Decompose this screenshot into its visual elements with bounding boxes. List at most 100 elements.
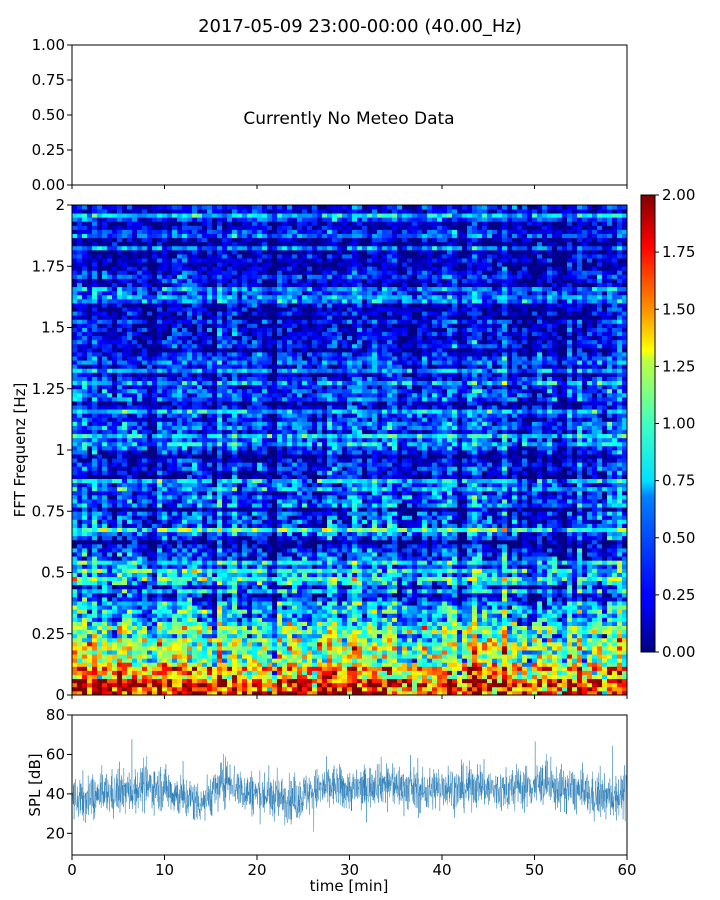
heatmap-cell bbox=[517, 605, 523, 610]
heatmap-cell bbox=[147, 556, 153, 561]
heatmap-cell bbox=[122, 580, 128, 586]
heatmap-cell bbox=[497, 621, 503, 626]
heatmap-cell bbox=[302, 654, 308, 659]
heatmap-cell bbox=[102, 629, 108, 635]
heatmap-cell bbox=[297, 560, 303, 565]
heatmap-cell bbox=[597, 654, 603, 659]
heatmap-cell bbox=[372, 646, 378, 651]
heatmap-cell bbox=[517, 539, 523, 545]
heatmap-cell bbox=[137, 560, 143, 565]
heatmap-cell bbox=[457, 625, 463, 631]
heatmap-cell bbox=[392, 641, 398, 647]
heatmap-cell bbox=[582, 592, 588, 598]
heatmap-cell bbox=[462, 511, 468, 516]
heatmap-cell bbox=[482, 646, 488, 651]
heatmap-cell bbox=[397, 560, 403, 565]
heatmap-cell bbox=[362, 609, 368, 614]
heatmap-cell bbox=[392, 617, 398, 622]
heatmap-cell bbox=[287, 641, 293, 647]
heatmap-cell bbox=[182, 568, 188, 573]
heatmap-cell bbox=[622, 641, 628, 647]
heatmap-cell bbox=[82, 552, 88, 557]
heatmap-cell bbox=[127, 597, 133, 602]
heatmap-cell bbox=[362, 580, 368, 586]
heatmap-cell bbox=[497, 543, 503, 549]
heatmap-cell bbox=[507, 613, 513, 618]
heatmap-cell bbox=[132, 678, 138, 684]
heatmap-cell bbox=[412, 511, 418, 516]
heatmap-cell bbox=[182, 621, 188, 626]
heatmap-cell bbox=[237, 597, 243, 602]
heatmap-cell bbox=[227, 515, 233, 520]
heatmap-cell bbox=[117, 682, 123, 688]
heatmap-cell bbox=[512, 552, 518, 557]
heatmap-cell bbox=[347, 519, 353, 524]
heatmap-cell bbox=[387, 519, 393, 524]
heatmap-cell bbox=[562, 658, 568, 663]
heatmap-cell bbox=[577, 654, 583, 659]
heatmap-cell bbox=[267, 515, 273, 520]
heatmap-cell bbox=[302, 511, 308, 516]
heatmap-cell bbox=[182, 650, 188, 655]
heatmap-cell bbox=[542, 576, 548, 582]
heatmap-cell bbox=[177, 523, 183, 528]
heatmap-cell bbox=[332, 609, 338, 614]
heatmap-cell bbox=[107, 523, 113, 528]
heatmap-cell bbox=[457, 519, 463, 524]
heatmap-cell bbox=[197, 617, 203, 622]
heatmap-cell bbox=[177, 584, 183, 590]
heatmap-cell bbox=[407, 613, 413, 618]
heatmap-cell bbox=[102, 666, 108, 671]
heatmap-cell bbox=[142, 511, 148, 516]
heatmap-cell bbox=[92, 601, 98, 606]
heatmap-cell bbox=[77, 539, 83, 545]
heatmap-cell bbox=[382, 641, 388, 647]
heatmap-cell bbox=[102, 613, 108, 618]
heatmap-cell bbox=[247, 548, 253, 553]
heatmap-cell bbox=[82, 654, 88, 659]
heatmap-cell bbox=[567, 523, 573, 528]
heatmap-cell bbox=[197, 543, 203, 549]
heatmap-cell bbox=[417, 543, 423, 549]
heatmap-cell bbox=[227, 650, 233, 655]
heatmap-cell bbox=[357, 646, 363, 651]
heatmap-cell bbox=[92, 641, 98, 647]
heatmap-cell bbox=[402, 621, 408, 626]
heatmap-cell bbox=[182, 617, 188, 622]
heatmap-cell bbox=[177, 650, 183, 655]
heatmap-cell bbox=[142, 560, 148, 565]
heatmap-cell bbox=[272, 592, 278, 598]
heatmap-cell bbox=[222, 601, 228, 606]
heatmap-cell bbox=[432, 686, 438, 692]
heatmap-cell bbox=[602, 641, 608, 647]
heatmap-cell bbox=[232, 584, 238, 590]
heatmap-cell bbox=[172, 666, 178, 671]
heatmap-cell bbox=[577, 539, 583, 545]
heatmap-cell bbox=[132, 613, 138, 618]
heatmap-cell bbox=[127, 572, 133, 577]
heatmap-cell bbox=[317, 641, 323, 647]
heatmap-cell bbox=[102, 511, 108, 516]
heatmap-cell bbox=[87, 560, 93, 565]
heatmap-cell bbox=[217, 572, 223, 577]
heatmap-cell bbox=[187, 556, 193, 561]
heatmap-cell bbox=[557, 654, 563, 659]
heatmap-cell bbox=[272, 625, 278, 631]
heatmap-cell bbox=[402, 539, 408, 545]
heatmap-cell bbox=[137, 527, 143, 533]
heatmap-cell bbox=[222, 548, 228, 553]
heatmap-cell bbox=[507, 592, 513, 598]
heatmap-cell bbox=[487, 637, 493, 643]
heatmap-cell bbox=[192, 678, 198, 684]
heatmap-cell bbox=[352, 572, 358, 577]
heatmap-cell bbox=[552, 601, 558, 606]
heatmap-cell bbox=[182, 592, 188, 598]
heatmap-cell bbox=[307, 613, 313, 618]
heatmap-cell bbox=[237, 511, 243, 516]
heatmap-cell bbox=[327, 637, 333, 643]
heatmap-cell bbox=[517, 686, 523, 692]
heatmap-cell bbox=[552, 548, 558, 553]
heatmap-cell bbox=[112, 568, 118, 573]
heatmap-cell bbox=[352, 588, 358, 594]
heatmap-cell bbox=[237, 637, 243, 643]
